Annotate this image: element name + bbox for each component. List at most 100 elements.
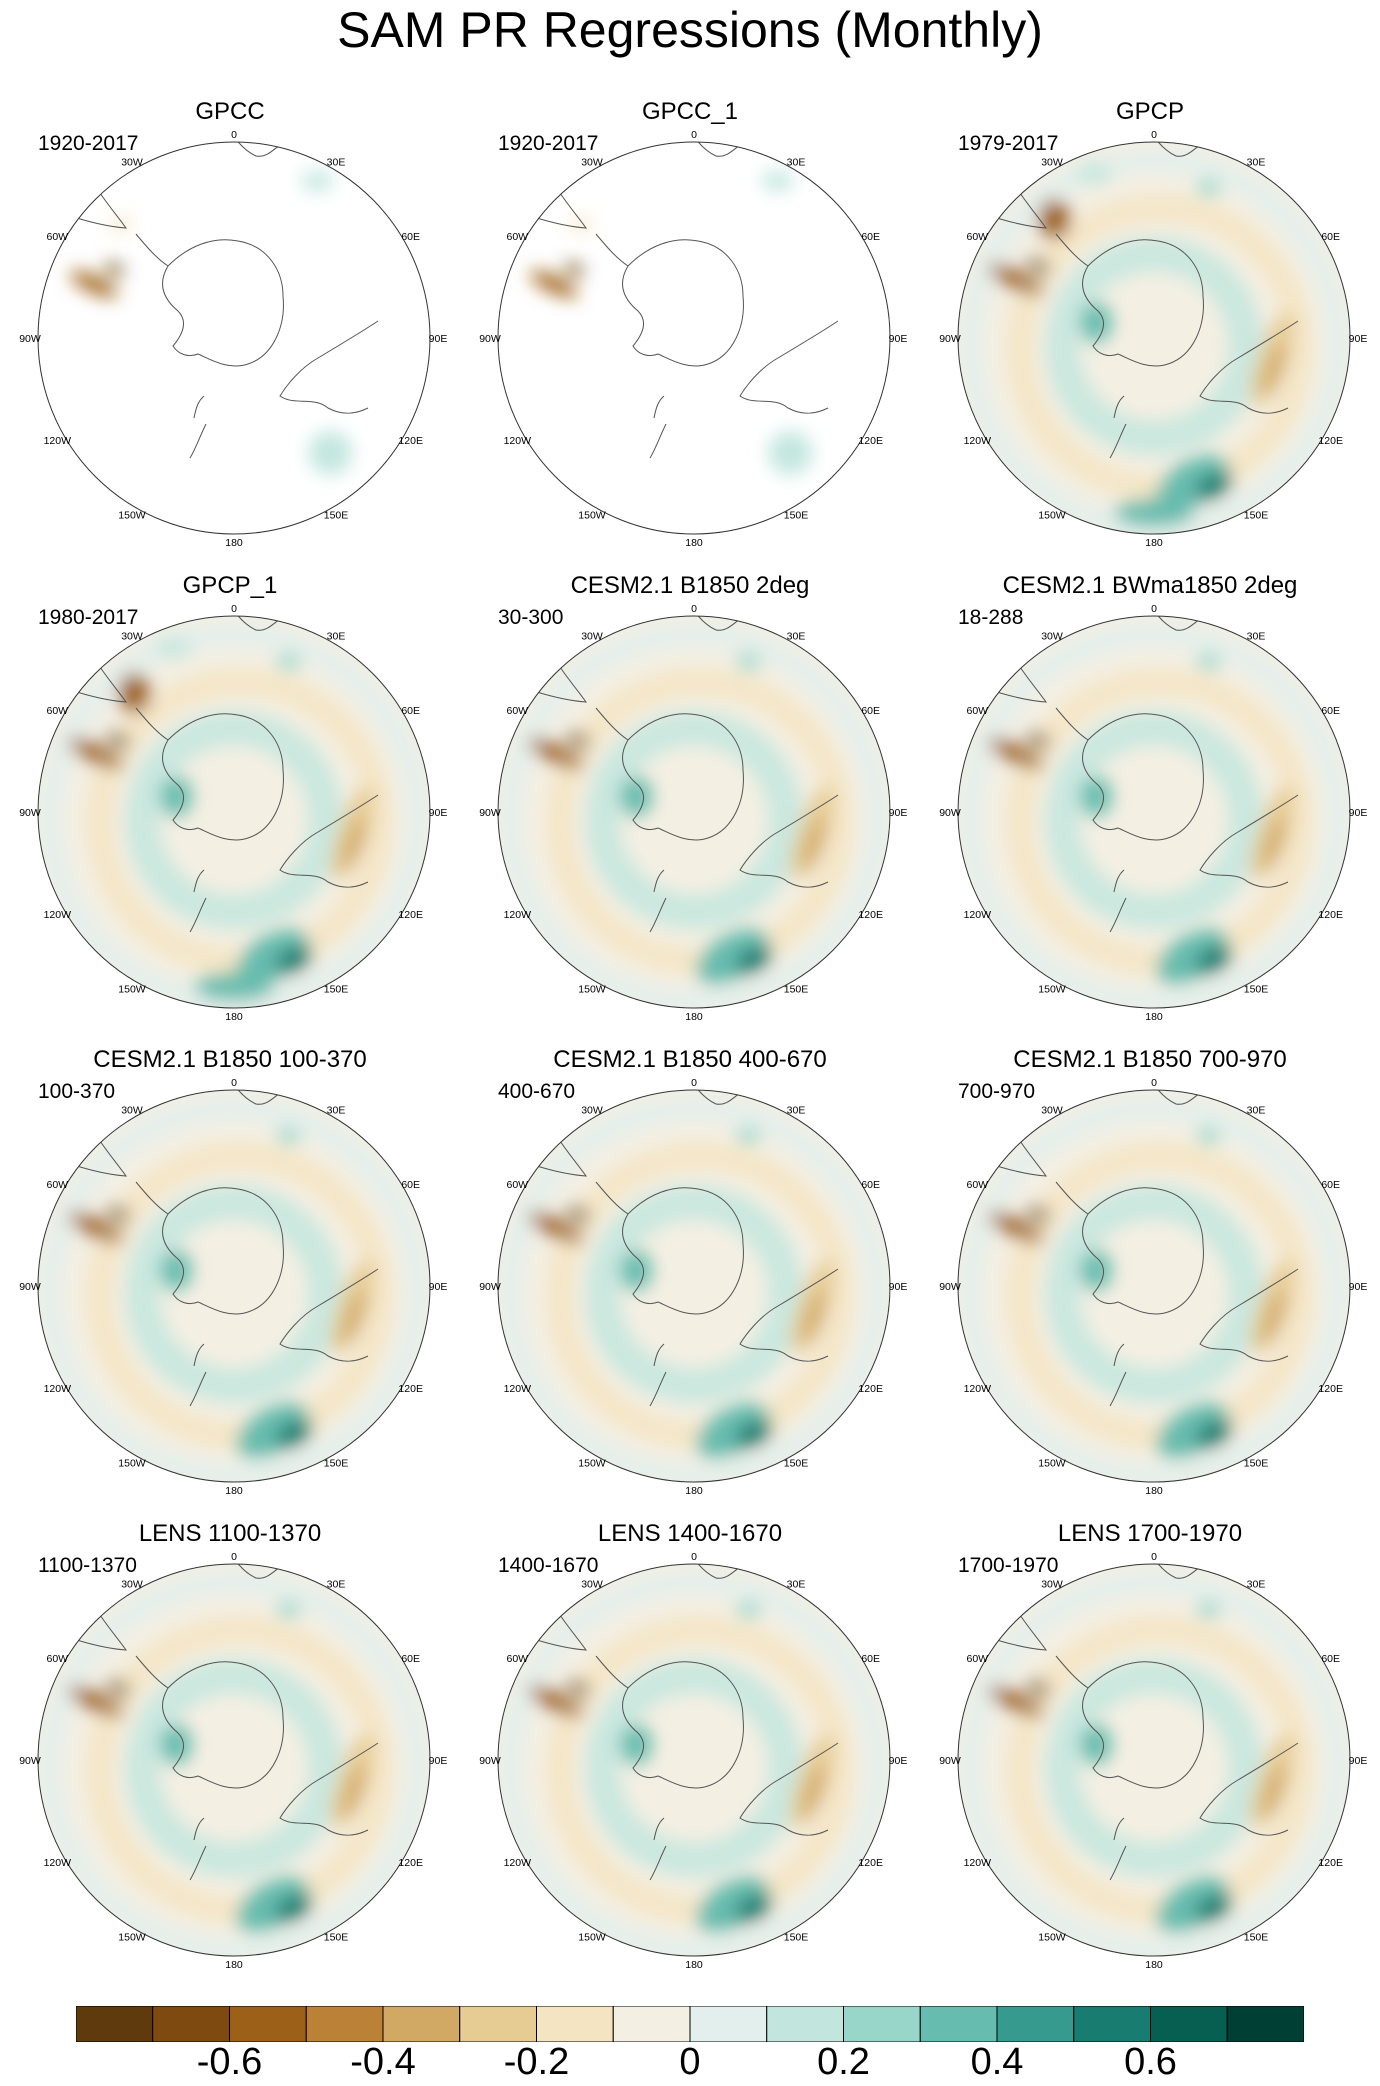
colorbar-segment <box>843 2006 921 2042</box>
colorbar <box>76 2006 1304 2042</box>
longitude-label: 120W <box>504 1857 532 1869</box>
longitude-label: 60E <box>401 705 420 717</box>
longitude-label: 150W <box>118 510 146 522</box>
longitude-label: 120W <box>504 1383 532 1395</box>
panel-period: 400-670 <box>498 1080 576 1103</box>
antarctica-coastline <box>162 239 284 367</box>
panel-title: LENS 1700-1970 <box>1057 1520 1243 1547</box>
longitude-label: 30W <box>1041 630 1063 642</box>
panel-period: 1920-2017 <box>498 132 599 155</box>
panel-period: 1920-2017 <box>38 132 139 155</box>
longitude-label: 120E <box>858 1383 883 1395</box>
longitude-label: 150E <box>1244 1458 1269 1470</box>
map-panel: LENS 1100-1370 1100-1370 0 30E 60E 90E 120E 150… <box>0 1518 460 1992</box>
longitude-label: 30W <box>581 156 603 168</box>
panel-title: GPCC <box>195 98 265 125</box>
longitude-label: 0 <box>1151 129 1157 141</box>
map-boundary <box>957 141 1351 535</box>
longitude-label: 30E <box>787 1578 806 1590</box>
longitude-label: 0 <box>1151 1551 1157 1563</box>
longitude-label: 120E <box>398 909 423 921</box>
polar-map: 0 30E 60E 90E 120E 150E 180 150W 120W 90W 60W 30W <box>479 1077 907 1497</box>
colorbar-segment <box>612 2006 691 2042</box>
longitude-label: 120W <box>504 909 532 921</box>
colorbar-segment <box>229 2006 307 2042</box>
longitude-label: 90E <box>1349 1281 1368 1293</box>
longitude-label: 150W <box>118 1932 146 1944</box>
colorbar-tick-label: 0.2 <box>817 2041 870 2083</box>
longitude-label: 60E <box>401 1653 420 1665</box>
longitude-label: 150E <box>324 510 349 522</box>
longitude-label: 150W <box>1038 510 1066 522</box>
panel-title: GPCC_1 <box>641 98 739 125</box>
longitude-label: 90E <box>1349 807 1368 819</box>
longitude-label: 150E <box>324 984 349 996</box>
longitude-label: 90W <box>19 333 41 345</box>
longitude-label: 60W <box>507 705 529 717</box>
antarctica-coastline <box>162 1187 284 1315</box>
longitude-label: 120E <box>398 435 423 447</box>
panel-period: 1100-1370 <box>38 1554 137 1577</box>
longitude-label: 120W <box>964 1383 992 1395</box>
longitude-label: 150E <box>784 510 809 522</box>
longitude-label: 180 <box>225 1011 243 1023</box>
antarctica-coastline <box>162 1661 284 1789</box>
longitude-label: 150W <box>118 1458 146 1470</box>
longitude-label: 60E <box>401 1179 420 1191</box>
longitude-label: 120E <box>858 909 883 921</box>
longitude-label: 90W <box>19 807 41 819</box>
polar-map: 0 30E 60E 90E 120E 150E 180 150W 120W 90W 60W 30W <box>19 1551 447 1971</box>
longitude-label: 30W <box>581 630 603 642</box>
map-boundary <box>497 1089 891 1483</box>
panel-title: CESM2.1 B1850 700-970 <box>1013 1046 1287 1073</box>
colorbar-segment <box>919 2006 998 2042</box>
panel-title: LENS 1400-1670 <box>597 1520 783 1547</box>
longitude-label: 120E <box>858 1857 883 1869</box>
longitude-label: 180 <box>685 1485 703 1497</box>
longitude-label: 150W <box>118 984 146 996</box>
longitude-label: 0 <box>691 1551 697 1563</box>
map-panel: GPCC 1920-2017 0 30E 60E 90E 120E 150E 180 150W 12… <box>0 96 460 570</box>
colorbar-tick-label: 0.4 <box>970 2041 1024 2083</box>
map-panel: LENS 1700-1970 1700-1970 0 30E 60E 90E 120E 150… <box>920 1518 1380 1992</box>
longitude-label: 0 <box>231 603 237 615</box>
map-panel: GPCC_1 1920-2017 0 30E 60E 90E 120E 150E 180 150W… <box>460 96 920 570</box>
panel-title: GPCP_1 <box>182 572 278 599</box>
longitude-label: 90E <box>889 333 908 345</box>
polar-map: 0 30E 60E 90E 120E 150E 180 150W 120W 90W 60W 30W <box>19 1077 447 1497</box>
longitude-label: 180 <box>1145 1485 1163 1497</box>
colorbar-segment <box>76 2006 154 2042</box>
longitude-label: 60E <box>861 705 880 717</box>
longitude-label: 150W <box>1038 1932 1066 1944</box>
longitude-label: 120W <box>504 435 532 447</box>
longitude-label: 0 <box>1151 1077 1157 1089</box>
longitude-label: 180 <box>1145 537 1163 549</box>
panel-title: CESM2.1 B1850 2deg <box>570 572 810 599</box>
longitude-label: 90E <box>1349 333 1368 345</box>
longitude-label: 60W <box>47 1653 69 1665</box>
longitude-label: 60W <box>507 231 529 243</box>
longitude-label: 90W <box>479 1755 501 1767</box>
longitude-label: 120W <box>964 909 992 921</box>
colorbar-segment <box>689 2006 768 2042</box>
longitude-label: 90E <box>429 333 448 345</box>
panel-period: 100-370 <box>38 1080 116 1103</box>
panel-period: 1700-1970 <box>958 1554 1059 1577</box>
longitude-label: 60W <box>967 1179 989 1191</box>
polar-map: 0 30E 60E 90E 120E 150E 180 150W 120W 90W 60W 30W <box>939 1077 1368 1497</box>
longitude-label: 150E <box>324 1458 349 1470</box>
longitude-label: 120E <box>1318 1857 1343 1869</box>
longitude-label: 0 <box>691 603 697 615</box>
longitude-label: 90W <box>939 333 961 345</box>
longitude-label: 120W <box>44 1383 72 1395</box>
panel-period: 1979-2017 <box>958 132 1059 155</box>
longitude-label: 0 <box>231 1551 237 1563</box>
longitude-label: 120W <box>964 1857 992 1869</box>
map-boundary <box>497 141 891 535</box>
colorbar-segment <box>305 2006 384 2042</box>
map-boundary <box>957 1563 1351 1957</box>
map-boundary <box>497 615 891 1009</box>
longitude-label: 60W <box>507 1653 529 1665</box>
map-boundary <box>957 1089 1351 1483</box>
longitude-label: 150W <box>578 1932 606 1944</box>
